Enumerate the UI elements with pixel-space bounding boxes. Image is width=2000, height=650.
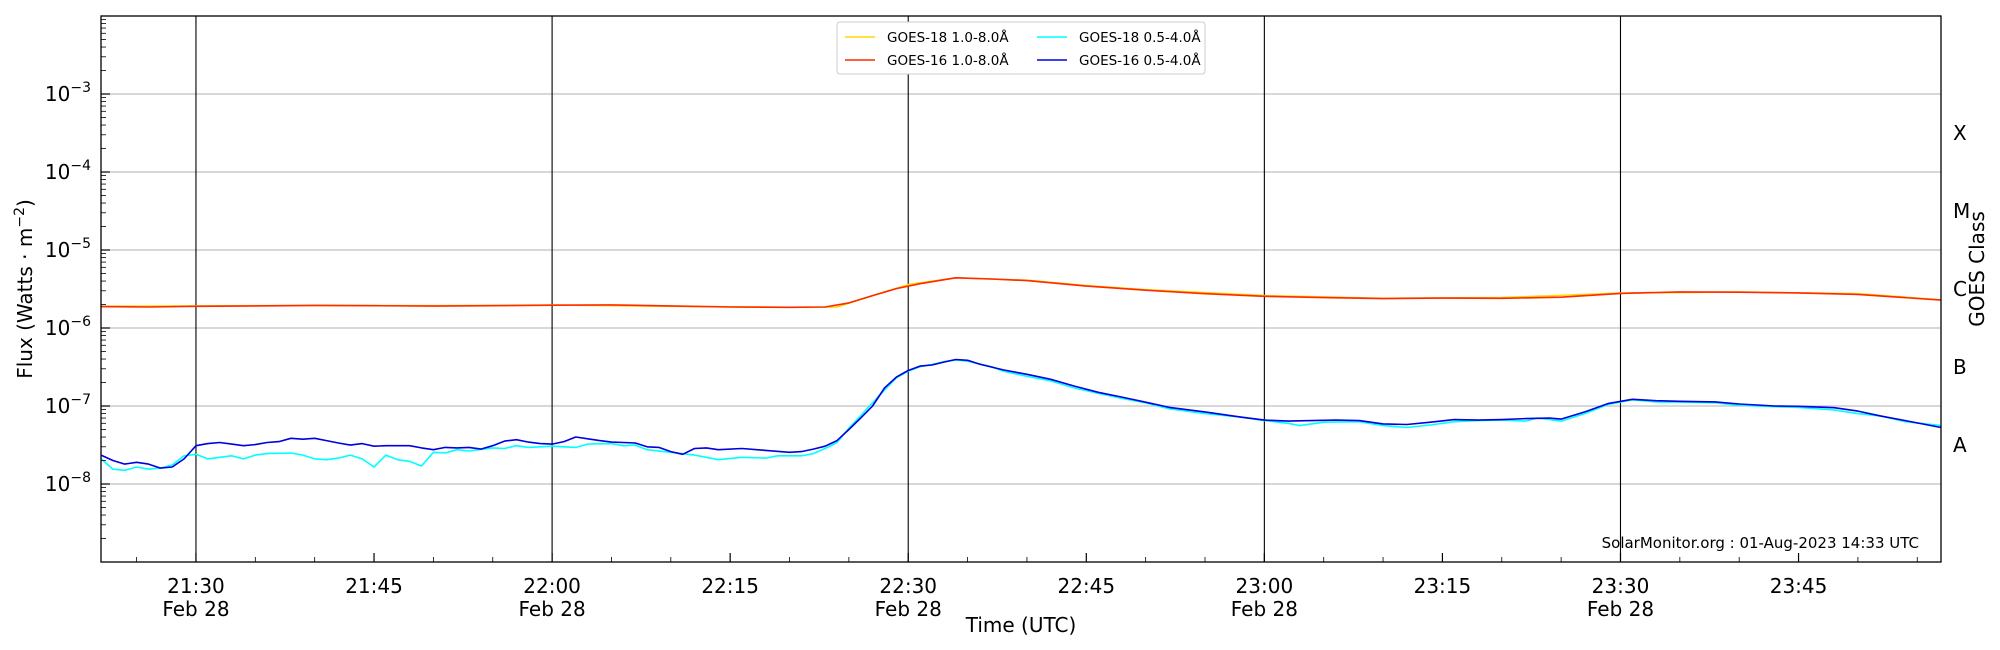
- goes-class-a: A: [1953, 433, 1967, 457]
- x-tick-label-8: 23:30: [1592, 574, 1650, 598]
- y-tick-exponent: −8: [70, 470, 91, 486]
- y-tick-base: 10: [45, 394, 70, 418]
- y-tick-base: 10: [45, 238, 70, 262]
- legend-entry-1: GOES-16 1.0-8.0Å: [887, 52, 1009, 69]
- flux-series: [100, 277, 1942, 472]
- x-tick-label-2: 22:00: [523, 574, 581, 598]
- legend: GOES-18 1.0-8.0Å GOES-18 0.5-4.0Å GOES-16 …: [836, 21, 1206, 75]
- y-tick-label-4: 10−4: [45, 158, 91, 184]
- y-tick-exponent: −7: [70, 392, 91, 408]
- x-tick-label-0: 21:30: [167, 574, 225, 598]
- y-tick-base: 10: [45, 160, 70, 184]
- x-tick-date-8: Feb 28: [1587, 597, 1654, 621]
- x-axis-label: Time (UTC): [965, 613, 1077, 637]
- goes-class-c: C: [1953, 277, 1967, 301]
- x-tick-label-3: 22:15: [701, 574, 759, 598]
- legend-box: [836, 21, 1206, 75]
- y-tick-exponent: −3: [70, 80, 91, 96]
- y-axis-label: Flux (Watts · m−2): [12, 199, 37, 379]
- x-tick-label-6: 23:00: [1236, 574, 1294, 598]
- x-tick-date-0: Feb 28: [162, 597, 229, 621]
- goes-class-labels: A B C M X: [1953, 121, 1970, 457]
- y-tick-label-2: 10−6: [45, 314, 91, 340]
- series-line-3: [100, 358, 1942, 469]
- plot-frame: [100, 15, 1942, 563]
- y-axis-label-close: ): [13, 199, 37, 207]
- y-tick-label-0: 10−8: [45, 470, 91, 496]
- y-tick-label-3: 10−5: [45, 236, 91, 262]
- y-tick-base: 10: [45, 316, 70, 340]
- x-tick-label-1: 21:45: [345, 574, 403, 598]
- goes-class-x: X: [1953, 121, 1967, 145]
- x-tick-label-4: 22:30: [879, 574, 937, 598]
- y-axis-ticks: 10−810−710−610−510−410−3: [45, 19, 110, 539]
- horizontal-grid: [101, 93, 1941, 485]
- series-line-1: [100, 277, 1942, 309]
- y-tick-exponent: −6: [70, 314, 91, 330]
- legend-entry-2: GOES-18 0.5-4.0Å: [1079, 29, 1201, 46]
- goes-class-axis-label: GOES Class: [1965, 211, 1989, 327]
- y-tick-base: 10: [45, 82, 70, 106]
- y-tick-base: 10: [45, 472, 70, 496]
- y-tick-label-1: 10−7: [45, 392, 91, 418]
- time-marker-lines: [195, 16, 1622, 562]
- y-axis-label-exponent: −2: [12, 207, 28, 228]
- x-tick-label-5: 22:45: [1057, 574, 1115, 598]
- legend-entry-3: GOES-16 0.5-4.0Å: [1079, 52, 1201, 69]
- goes-class-m: M: [1953, 199, 1970, 223]
- x-tick-date-6: Feb 28: [1231, 597, 1298, 621]
- x-tick-date-2: Feb 28: [518, 597, 585, 621]
- x-tick-date-4: Feb 28: [875, 597, 942, 621]
- credit-text: SolarMonitor.org : 01-Aug-2023 14:33 UTC: [1602, 534, 1919, 552]
- x-tick-label-9: 23:45: [1770, 574, 1828, 598]
- y-axis-label-text: Flux (Watts · m: [13, 228, 37, 379]
- y-tick-label-5: 10−3: [45, 80, 91, 106]
- series-line-2: [100, 359, 1942, 472]
- goes-class-b: B: [1953, 355, 1967, 379]
- y-tick-exponent: −5: [70, 236, 91, 252]
- y-tick-exponent: −4: [70, 158, 91, 174]
- x-tick-label-7: 23:15: [1414, 574, 1472, 598]
- legend-entry-0: GOES-18 1.0-8.0Å: [887, 29, 1009, 46]
